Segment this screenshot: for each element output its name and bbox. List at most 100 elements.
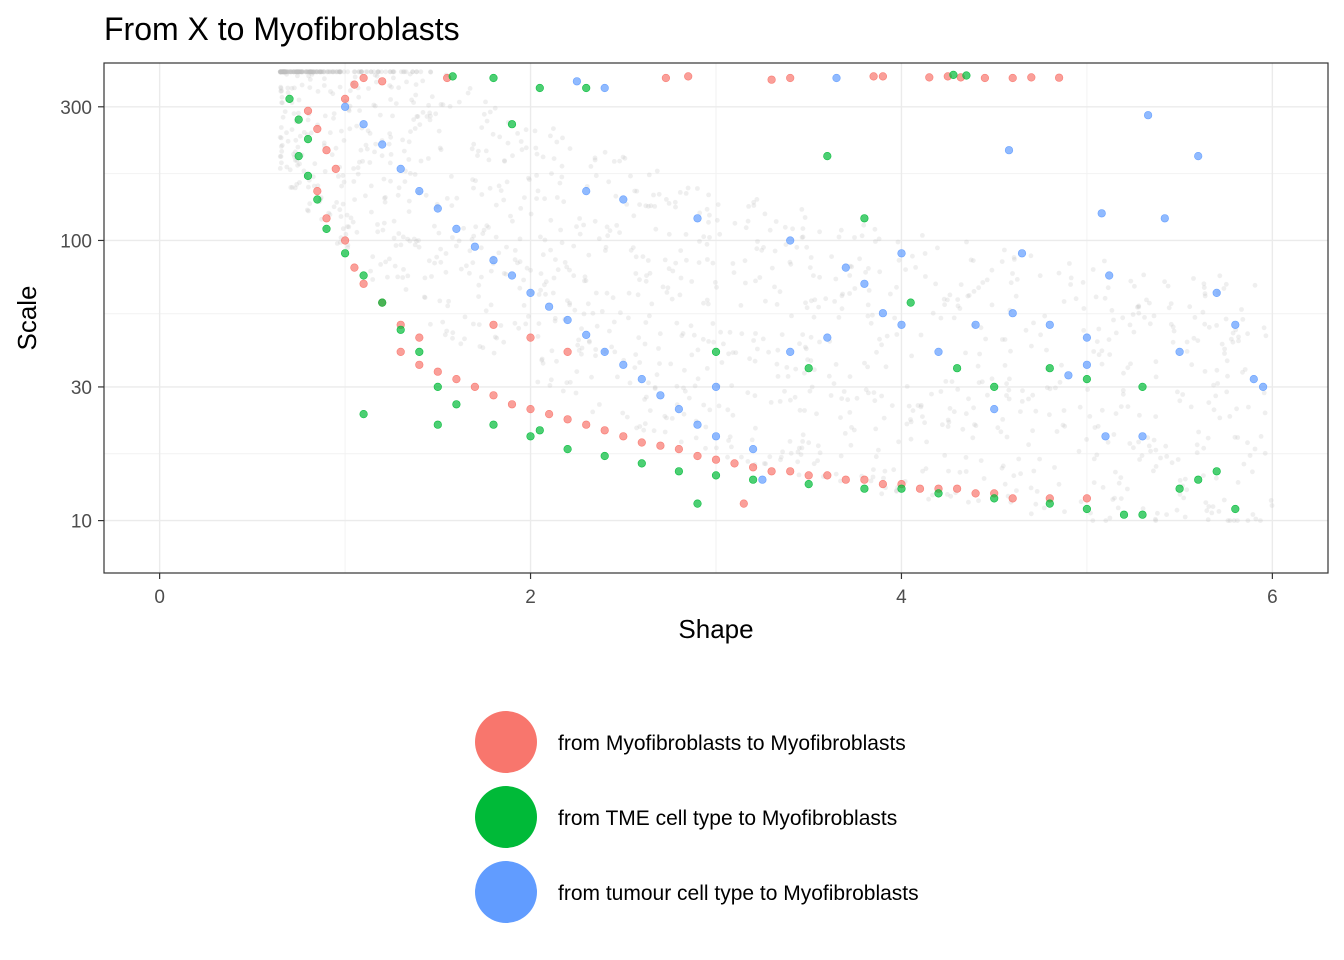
background-point — [410, 69, 416, 75]
background-point — [942, 302, 947, 308]
background-point — [800, 234, 806, 240]
background-point — [745, 218, 751, 224]
background-point — [310, 69, 316, 75]
background-point — [300, 69, 305, 75]
data-point — [303, 106, 313, 115]
background-point — [811, 314, 817, 320]
background-point — [1263, 333, 1269, 339]
background-point — [634, 425, 639, 431]
background-point — [1076, 448, 1082, 454]
background-point — [295, 73, 300, 79]
background-point — [711, 339, 716, 345]
background-point — [842, 431, 848, 436]
data-point — [619, 432, 628, 441]
background-point — [1177, 478, 1183, 483]
background-point — [815, 458, 820, 464]
background-point — [1201, 445, 1207, 451]
x-tick-label: 6 — [1267, 587, 1278, 608]
background-point — [1026, 396, 1031, 402]
background-point — [1245, 440, 1250, 446]
background-point — [396, 85, 401, 91]
background-point — [536, 321, 542, 326]
background-point — [512, 320, 518, 326]
data-point — [748, 475, 758, 484]
background-point — [322, 76, 327, 82]
background-point — [579, 326, 584, 332]
background-point — [582, 274, 588, 280]
background-point — [799, 235, 805, 240]
background-point — [804, 305, 810, 311]
background-point — [524, 265, 530, 271]
background-point — [1139, 453, 1145, 458]
background-point — [644, 273, 649, 278]
background-point — [437, 298, 443, 304]
background-point — [838, 415, 843, 420]
background-point — [930, 492, 935, 498]
background-point — [297, 161, 302, 167]
background-point — [277, 134, 283, 140]
background-point — [322, 169, 328, 174]
background-point — [1162, 279, 1167, 285]
background-point-cloud — [277, 69, 1275, 523]
legend-key — [475, 786, 537, 848]
background-point — [338, 69, 344, 75]
background-point — [1000, 337, 1005, 342]
background-point — [1187, 304, 1193, 310]
data-point — [322, 224, 331, 233]
background-point — [413, 92, 419, 98]
background-point — [1130, 312, 1136, 317]
background-point — [442, 332, 448, 338]
background-point — [794, 244, 800, 250]
background-point — [467, 270, 472, 276]
background-point — [628, 247, 634, 253]
background-point — [1131, 445, 1136, 451]
background-point — [295, 144, 301, 150]
background-point — [836, 315, 842, 320]
background-point — [847, 273, 853, 278]
background-point — [643, 203, 649, 209]
background-point — [1006, 387, 1012, 393]
background-point — [1153, 359, 1159, 365]
background-point — [427, 110, 433, 116]
background-point — [576, 337, 581, 343]
background-point — [491, 350, 497, 356]
background-point — [470, 260, 476, 266]
background-point — [321, 69, 326, 75]
background-point — [705, 257, 710, 262]
background-point — [317, 69, 323, 75]
background-point — [565, 298, 570, 303]
background-point — [306, 208, 311, 214]
background-point — [872, 226, 878, 232]
data-point — [804, 480, 813, 489]
background-point — [359, 69, 365, 75]
background-point — [429, 94, 435, 100]
background-point — [406, 139, 412, 145]
background-point — [753, 331, 758, 336]
background-point — [593, 173, 599, 179]
background-point — [502, 158, 507, 164]
background-point — [1136, 310, 1142, 316]
background-point — [767, 454, 773, 460]
background-point — [966, 396, 971, 402]
data-point — [350, 80, 359, 89]
background-point — [792, 394, 798, 400]
background-point — [436, 230, 442, 236]
background-point — [299, 69, 305, 75]
background-point — [799, 445, 805, 451]
background-point — [904, 384, 910, 389]
background-point — [693, 435, 699, 441]
background-point — [1236, 334, 1241, 340]
background-point — [370, 254, 376, 260]
background-point — [414, 69, 420, 75]
background-point — [989, 302, 995, 308]
background-point — [963, 469, 969, 474]
background-point — [831, 381, 837, 386]
background-point — [852, 235, 857, 240]
background-point — [918, 332, 924, 338]
background-point — [1188, 404, 1194, 410]
background-point — [424, 114, 430, 119]
background-point — [440, 319, 446, 325]
background-point — [312, 161, 318, 167]
background-point — [1018, 471, 1023, 477]
background-point — [393, 243, 399, 248]
